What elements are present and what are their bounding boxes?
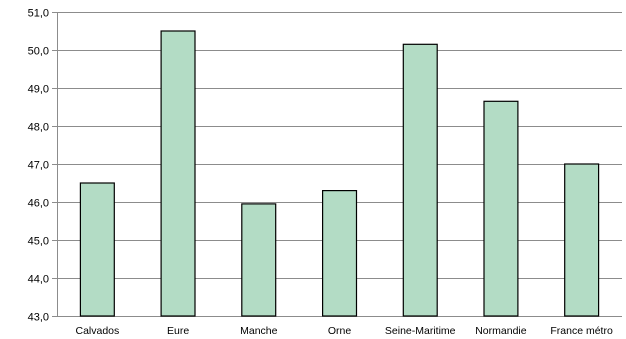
y-tick-labels: 43,0 44,0 45,0 46,0 47,0 48,0 49,0 50,0 51,0 <box>28 8 49 324</box>
x-category-label: Calvados <box>76 325 120 337</box>
bar-france-m-tro <box>564 163 600 317</box>
bar-manche <box>241 203 277 317</box>
x-category-label: Seine-Maritime <box>385 325 456 337</box>
y-tick-label: 49,0 <box>28 84 49 96</box>
bar-eure <box>160 30 196 317</box>
bar-seine-maritime <box>402 43 438 317</box>
x-category-label: Normandie <box>475 325 527 337</box>
bar-calvados <box>79 182 115 317</box>
y-tick-label: 44,0 <box>28 274 49 286</box>
y-tick-label: 47,0 <box>28 160 49 172</box>
y-tick-label: 45,0 <box>28 236 49 248</box>
bar-orne <box>322 190 358 317</box>
y-tick-label: 50,0 <box>28 46 49 58</box>
x-category-label: Manche <box>240 325 278 337</box>
bars <box>79 30 600 317</box>
category-labels: Calvados Eure Manche Orne Seine-Maritime Norm… <box>76 325 613 337</box>
x-category-label: Eure <box>167 325 189 337</box>
y-tick-label: 46,0 <box>28 198 49 210</box>
y-tick-label: 51,0 <box>28 8 49 20</box>
x-category-label: France métro <box>550 325 613 337</box>
y-tick-label: 43,0 <box>28 312 49 324</box>
y-tick-label: 48,0 <box>28 122 49 134</box>
bar-normandie <box>483 100 519 317</box>
x-category-label: Orne <box>328 325 352 337</box>
